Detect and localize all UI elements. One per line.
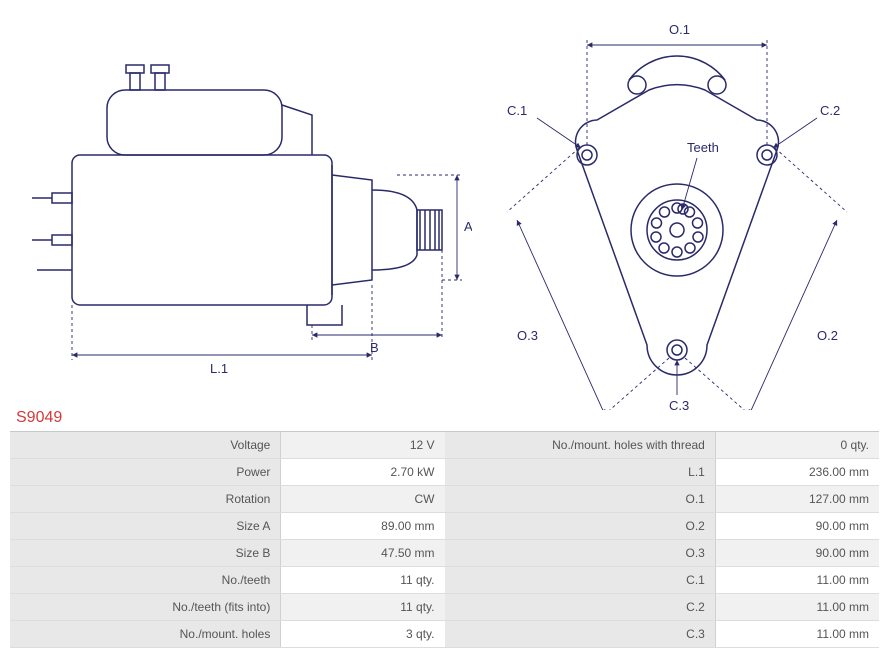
spec-label: No./teeth [10,567,281,593]
spec-label: O.3 [445,540,716,566]
spec-label: No./mount. holes [10,621,281,647]
spec-label: C.2 [445,594,716,620]
spec-row: Size A89.00 mm [10,513,445,540]
label-b: B [370,340,379,355]
spec-row: Power2.70 kW [10,459,445,486]
spec-value: 3 qty. [281,621,444,647]
spec-value: 2.70 kW [281,459,444,485]
spec-row: C.311.00 mm [445,621,880,648]
spec-label: Rotation [10,486,281,512]
spec-value: 11.00 mm [716,594,879,620]
spec-value: 90.00 mm [716,540,879,566]
spec-label: Power [10,459,281,485]
spec-label: Size B [10,540,281,566]
side-view-diagram: L.1 B A [12,15,472,385]
spec-value: 0 qty. [716,432,879,458]
spec-value: 11.00 mm [716,567,879,593]
spec-value: 11 qty. [281,567,444,593]
spec-row: Voltage12 V [10,432,445,459]
label-l1: L.1 [210,361,228,376]
spec-row: C.211.00 mm [445,594,880,621]
spec-value: 127.00 mm [716,486,879,512]
spec-row: C.111.00 mm [445,567,880,594]
spec-label: O.2 [445,513,716,539]
spec-row: No./mount. holes with thread0 qty. [445,432,880,459]
spec-value: 11.00 mm [716,621,879,647]
spec-label: C.3 [445,621,716,647]
spec-label: L.1 [445,459,716,485]
label-c2: C.2 [820,103,840,118]
diagram-panel: L.1 B A [10,10,879,405]
spec-value: 90.00 mm [716,513,879,539]
label-c1: C.1 [507,103,527,118]
spec-label: C.1 [445,567,716,593]
spec-row: O.290.00 mm [445,513,880,540]
label-o2: O.2 [817,328,838,343]
spec-label: Voltage [10,432,281,458]
spec-label: No./teeth (fits into) [10,594,281,620]
spec-row: O.1127.00 mm [445,486,880,513]
spec-row: L.1236.00 mm [445,459,880,486]
label-c3: C.3 [669,398,689,410]
spec-value: 89.00 mm [281,513,444,539]
spec-col-left: Voltage12 VPower2.70 kWRotationCWSize A8… [10,432,445,648]
spec-row: O.390.00 mm [445,540,880,567]
part-number: S9049 [16,409,879,427]
spec-label: Size A [10,513,281,539]
spec-value: 236.00 mm [716,459,879,485]
spec-row: No./teeth (fits into)11 qty. [10,594,445,621]
label-o3: O.3 [517,328,538,343]
spec-value: 12 V [281,432,444,458]
spec-row: No./mount. holes3 qty. [10,621,445,648]
spec-row: RotationCW [10,486,445,513]
spec-value: CW [281,486,444,512]
spec-value: 11 qty. [281,594,444,620]
spec-value: 47.50 mm [281,540,444,566]
label-teeth: Teeth [687,140,719,155]
label-o1: O.1 [669,22,690,37]
spec-label: O.1 [445,486,716,512]
spec-label: No./mount. holes with thread [445,432,716,458]
spec-table: Voltage12 VPower2.70 kWRotationCWSize A8… [10,431,879,648]
label-a: A [464,219,472,234]
spec-row: Size B47.50 mm [10,540,445,567]
spec-col-right: No./mount. holes with thread0 qty.L.1236… [445,432,880,648]
spec-row: No./teeth11 qty. [10,567,445,594]
front-view-diagram: O.1 O.2 O.3 Teeth C.1 C.2 [477,15,877,410]
